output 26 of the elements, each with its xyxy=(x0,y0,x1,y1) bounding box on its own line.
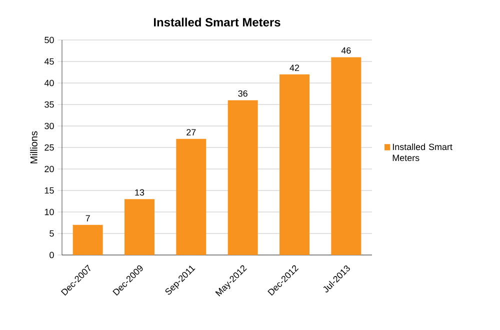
y-tick-label: 25 xyxy=(44,144,54,151)
y-tick-label: 0 xyxy=(50,252,54,258)
y-axis-title: Millions xyxy=(30,131,38,164)
data-label: 13 xyxy=(135,189,144,196)
bar xyxy=(72,224,103,255)
y-tick-label: 30 xyxy=(44,122,54,130)
data-label: 7 xyxy=(86,215,90,222)
y-tick-label: 10 xyxy=(44,208,54,216)
data-label: 42 xyxy=(290,64,300,71)
data-label: 46 xyxy=(341,47,351,54)
y-tick-label: 40 xyxy=(44,80,54,86)
data-label: 27 xyxy=(186,129,196,136)
data-label: 36 xyxy=(238,90,248,97)
chart-title: Installed Smart Meters xyxy=(154,18,280,26)
y-tick-label: 35 xyxy=(44,101,54,108)
y-tick-label: 15 xyxy=(44,187,54,194)
y-tick-label: 50 xyxy=(44,36,54,44)
bar xyxy=(176,138,206,255)
bar xyxy=(280,74,310,255)
legend-label: Installed Smart Meters xyxy=(392,144,452,162)
y-tick-label: 20 xyxy=(44,166,54,172)
bar xyxy=(228,100,258,255)
bar xyxy=(331,57,362,255)
y-tick-label: 5 xyxy=(50,230,54,237)
bar xyxy=(124,199,154,255)
y-tick-label: 45 xyxy=(44,58,54,65)
